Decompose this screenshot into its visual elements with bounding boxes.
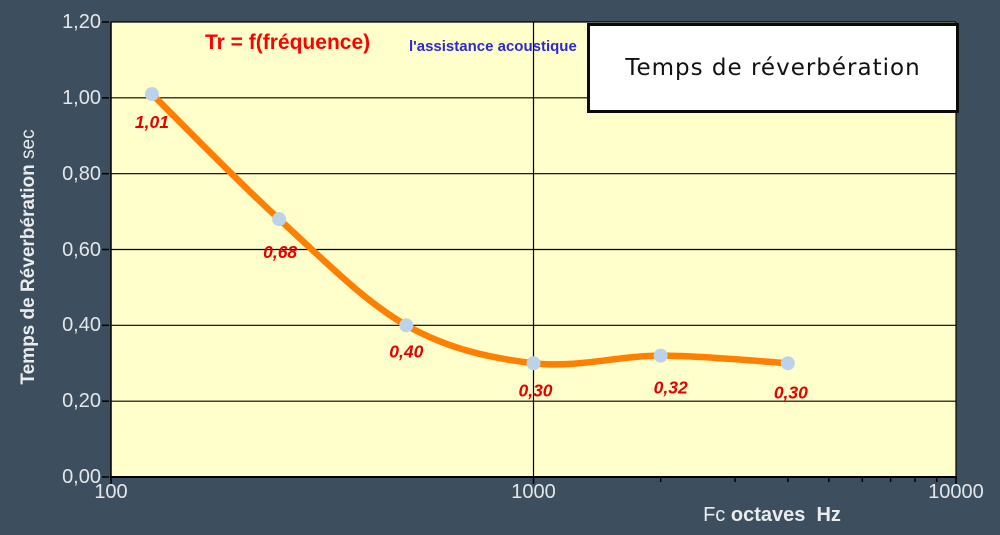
- y-tick-label: 1,20: [62, 11, 101, 33]
- chart-title: Tr = f(fréquence): [205, 31, 371, 54]
- data-point-marker: [780, 356, 795, 371]
- x-tick-label: 1000: [511, 481, 556, 503]
- data-point-label: 1,01: [135, 112, 169, 132]
- y-tick-label: 0,20: [62, 390, 101, 413]
- x-tick-label: 10000: [928, 481, 984, 503]
- y-tick-label: 0,60: [62, 238, 101, 261]
- data-point-label: 0,68: [263, 242, 297, 262]
- data-point-marker: [144, 87, 159, 102]
- chart-caption: l'assistance acoustique: [409, 38, 577, 55]
- x-axis-prefix: Fc: [703, 504, 726, 526]
- data-point-marker: [526, 356, 541, 371]
- y-tick-label: 1,00: [62, 86, 101, 109]
- data-point-marker: [272, 212, 287, 227]
- y-tick-label: 0,80: [62, 162, 101, 185]
- data-point-label: 0,40: [389, 341, 423, 361]
- x-axis-title-text: octaves Hz: [730, 504, 841, 526]
- data-point-marker: [399, 318, 414, 333]
- y-tick-label: 0,40: [62, 314, 101, 337]
- data-point-marker: [653, 348, 668, 363]
- y-tick-label: 0,00: [62, 466, 101, 488]
- series-line: [148, 90, 792, 368]
- y-axis-unit: sec: [18, 129, 39, 159]
- legend-box-label: Temps de réverbération: [625, 55, 921, 81]
- data-point-label: 0,30: [518, 380, 552, 400]
- x-axis-title: Fc octaves Hz: [703, 504, 841, 527]
- y-axis-title-text: Temps de Réverbération: [18, 164, 39, 385]
- data-point-label: 0,32: [654, 378, 688, 398]
- x-tick-label: 100: [94, 481, 128, 503]
- data-point-label: 0,30: [774, 382, 808, 402]
- legend-box: Temps de réverbération: [587, 23, 959, 113]
